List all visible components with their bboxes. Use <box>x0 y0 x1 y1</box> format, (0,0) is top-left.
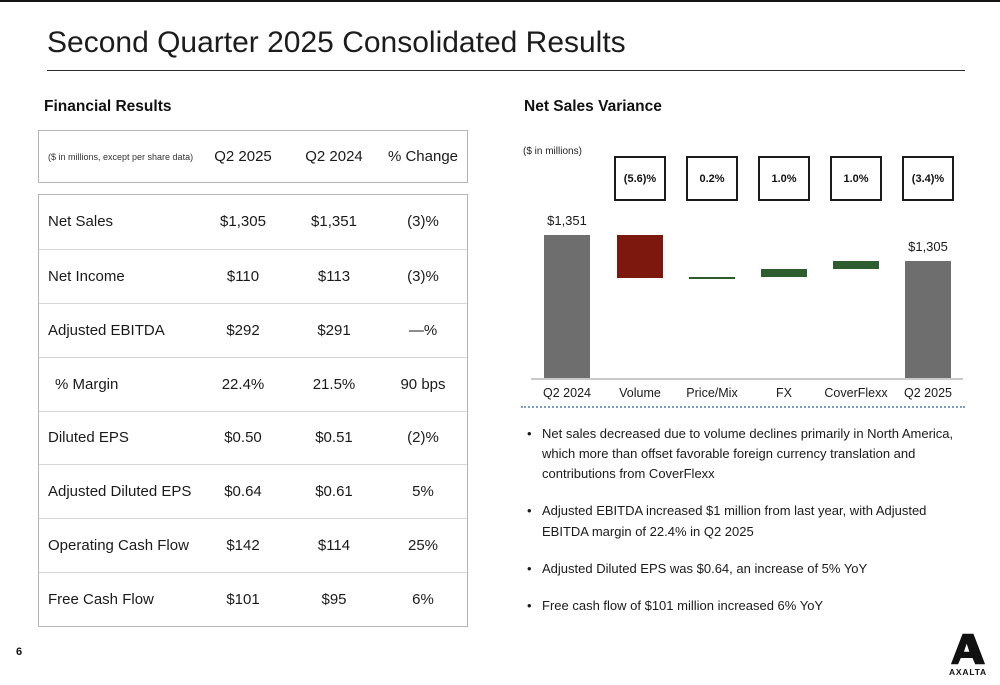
bullet-icon: • <box>527 426 532 441</box>
row-q2-2025-value: $142 <box>226 537 260 555</box>
row-q2-2024-value: $114 <box>317 537 351 555</box>
bullet-text: Adjusted Diluted EPS was $0.64, an incre… <box>542 560 868 576</box>
variance-bar <box>544 235 590 378</box>
table-row: Diluted EPS $0.50 $0.51 (2)% <box>39 410 467 465</box>
row-label: % Margin <box>55 375 119 393</box>
bullet-icon: • <box>527 560 532 576</box>
chart-category-label: FX <box>776 386 792 400</box>
row-q2-2025-value: $101 <box>226 591 260 609</box>
row-q2-2025-value: $1,305 <box>220 213 266 231</box>
variance-bar <box>689 276 735 280</box>
page-number: 6 <box>16 646 23 658</box>
table-row: Operating Cash Flow $142 $114 25% <box>39 518 467 572</box>
row-change-value: (3)% <box>407 267 439 285</box>
financial-table-body: Net Sales $1,305 $1,351 (3)% Net Income … <box>38 194 468 627</box>
slide-title: Second Quarter 2025 Consolidated Results <box>47 26 626 59</box>
chart-category-label: Price/Mix <box>686 386 738 400</box>
variance-callout: (3.4)% <box>902 156 954 201</box>
highlights-list: • Net sales decreased due to volume decl… <box>524 424 968 633</box>
net-sales-variance-heading: Net Sales Variance <box>524 98 662 115</box>
table-row: Net Sales $1,305 $1,351 (3)% <box>39 195 467 249</box>
chart-category-label: Q2 2024 <box>543 386 591 400</box>
variance-callout: 1.0% <box>758 156 810 201</box>
variance-callout: 0.2% <box>686 156 738 201</box>
row-q2-2024-value: $1,351 <box>311 213 357 231</box>
table-row: Net Income $110 $113 (3)% <box>39 248 467 303</box>
table-row: % Margin 22.4% 21.5% 90 bps <box>39 356 467 411</box>
row-q2-2025-value: $0.64 <box>224 483 262 501</box>
list-item: • Free cash flow of $101 million increas… <box>524 596 968 616</box>
title-divider <box>47 70 965 71</box>
variance-callout: 1.0% <box>830 156 882 201</box>
column-header-change: % Change <box>387 148 459 165</box>
row-change-value: (2)% <box>407 429 439 447</box>
row-label: Operating Cash Flow <box>48 537 189 555</box>
list-item: • Net sales decreased due to volume decl… <box>524 424 968 484</box>
row-change-value: —% <box>408 321 438 339</box>
chart-baseline <box>531 378 963 380</box>
chart-category-label: Q2 2025 <box>904 386 952 400</box>
chart-bullets-divider <box>521 406 965 408</box>
row-q2-2025-value: $292 <box>226 321 260 339</box>
bullet-text: Free cash flow of $101 million increased… <box>542 597 824 613</box>
table-row: Adjusted EBITDA $292 $291 —% <box>39 302 467 357</box>
row-label: Net Sales <box>48 213 114 231</box>
variance-chart-canvas: (5.6)% 0.2% 1.0% 1.0% (3.4)% $1,351 $1,305 Q2 2… <box>521 140 965 402</box>
row-label: Adjusted Diluted EPS <box>48 483 192 501</box>
chart-category-label: Volume <box>619 386 661 400</box>
row-label: Adjusted EBITDA <box>48 321 165 339</box>
row-change-value: 6% <box>412 591 434 609</box>
variance-bar <box>905 261 951 378</box>
row-q2-2024-value: $291 <box>317 321 351 339</box>
list-item: • Adjusted EBITDA increased $1 million f… <box>524 501 968 541</box>
row-change-value: 5% <box>412 483 434 501</box>
row-q2-2024-value: $0.61 <box>315 483 353 501</box>
financial-results-heading: Financial Results <box>44 98 172 115</box>
row-q2-2025-value: 22.4% <box>221 375 265 393</box>
variance-bar <box>833 261 879 269</box>
slide-top-border <box>0 0 1000 2</box>
variance-bar <box>761 268 807 277</box>
column-header-q2-2024: Q2 2024 <box>305 148 363 165</box>
row-change-value: 90 bps <box>400 375 446 393</box>
variance-callout: (5.6)% <box>614 156 666 201</box>
end-value-label: $1,305 <box>908 239 948 255</box>
axalta-logo-mark <box>950 633 986 665</box>
chart-category-label: CoverFlexx <box>824 386 888 400</box>
list-item: • Adjusted Diluted EPS was $0.64, an inc… <box>524 559 968 579</box>
start-value-label: $1,351 <box>547 213 587 228</box>
row-label: Diluted EPS <box>48 429 129 447</box>
table-row: Free Cash Flow $101 $95 6% <box>39 572 467 626</box>
axalta-logo-text: AXALTA <box>948 667 987 677</box>
bullet-text: Adjusted EBITDA increased $1 million fro… <box>542 503 927 539</box>
chart-unit-note: ($ in millions) <box>523 146 582 157</box>
row-change-value: (3)% <box>407 213 439 231</box>
axalta-logo: AXALTA <box>944 632 992 677</box>
variance-bar <box>617 235 663 279</box>
bullet-text: Net sales decreased due to volume declin… <box>542 426 954 482</box>
column-header-q2-2025: Q2 2025 <box>214 148 272 165</box>
bullet-icon: • <box>527 597 532 613</box>
row-q2-2024-value: $95 <box>321 591 347 609</box>
row-q2-2024-value: 21.5% <box>312 375 356 393</box>
table-unit-note: ($ in millions, except per share data) <box>48 151 194 162</box>
row-q2-2025-value: $110 <box>226 267 260 285</box>
row-label: Free Cash Flow <box>48 591 154 609</box>
row-change-value: 25% <box>407 537 439 555</box>
bullet-icon: • <box>527 503 532 519</box>
table-row: Adjusted Diluted EPS $0.64 $0.61 5% <box>39 464 467 518</box>
row-q2-2024-value: $0.51 <box>315 429 353 447</box>
row-q2-2025-value: $0.50 <box>224 429 262 447</box>
financial-table-header: ($ in millions, except per share data) Q… <box>38 130 468 183</box>
row-q2-2024-value: $113 <box>317 267 351 285</box>
row-label: Net Income <box>48 267 125 285</box>
